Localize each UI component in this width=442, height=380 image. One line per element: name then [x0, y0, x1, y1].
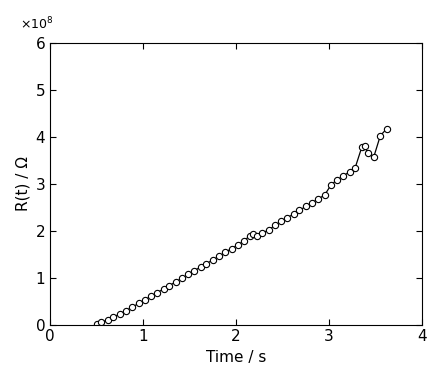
Text: $\times 10^8$: $\times 10^8$: [20, 16, 54, 32]
X-axis label: Time / s: Time / s: [206, 350, 267, 365]
Y-axis label: R(t) / Ω: R(t) / Ω: [15, 157, 30, 211]
